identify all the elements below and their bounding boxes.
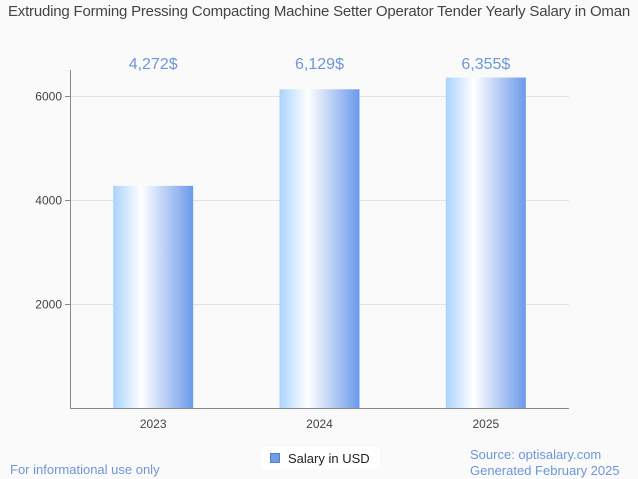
y-tick-label: 6000 [35, 90, 62, 104]
x-tick-label: 2024 [306, 417, 333, 431]
data-label: 4,272$ [129, 56, 178, 73]
disclaimer-text: For informational use only [10, 462, 160, 477]
generated-text: Generated February 2025 [470, 463, 620, 478]
legend-swatch-icon [270, 453, 280, 463]
y-tick-label: 2000 [35, 298, 62, 312]
source-block: Source: optisalary.com Generated Februar… [470, 447, 620, 479]
data-label: 6,355$ [461, 56, 510, 73]
bar[interactable] [445, 77, 526, 408]
bar[interactable] [279, 89, 360, 409]
chart-title: Extruding Forming Pressing Compacting Ma… [7, 3, 631, 20]
legend-label: Salary in USD [288, 450, 370, 466]
data-label: 6,129$ [295, 56, 344, 73]
x-tick-label: 2025 [472, 417, 499, 431]
bar[interactable] [113, 185, 194, 408]
source-text: Source: optisalary.com [470, 447, 602, 462]
legend[interactable]: Salary in USD [262, 447, 380, 469]
y-tick-label: 4000 [35, 194, 62, 208]
x-tick-label: 2023 [140, 417, 167, 431]
